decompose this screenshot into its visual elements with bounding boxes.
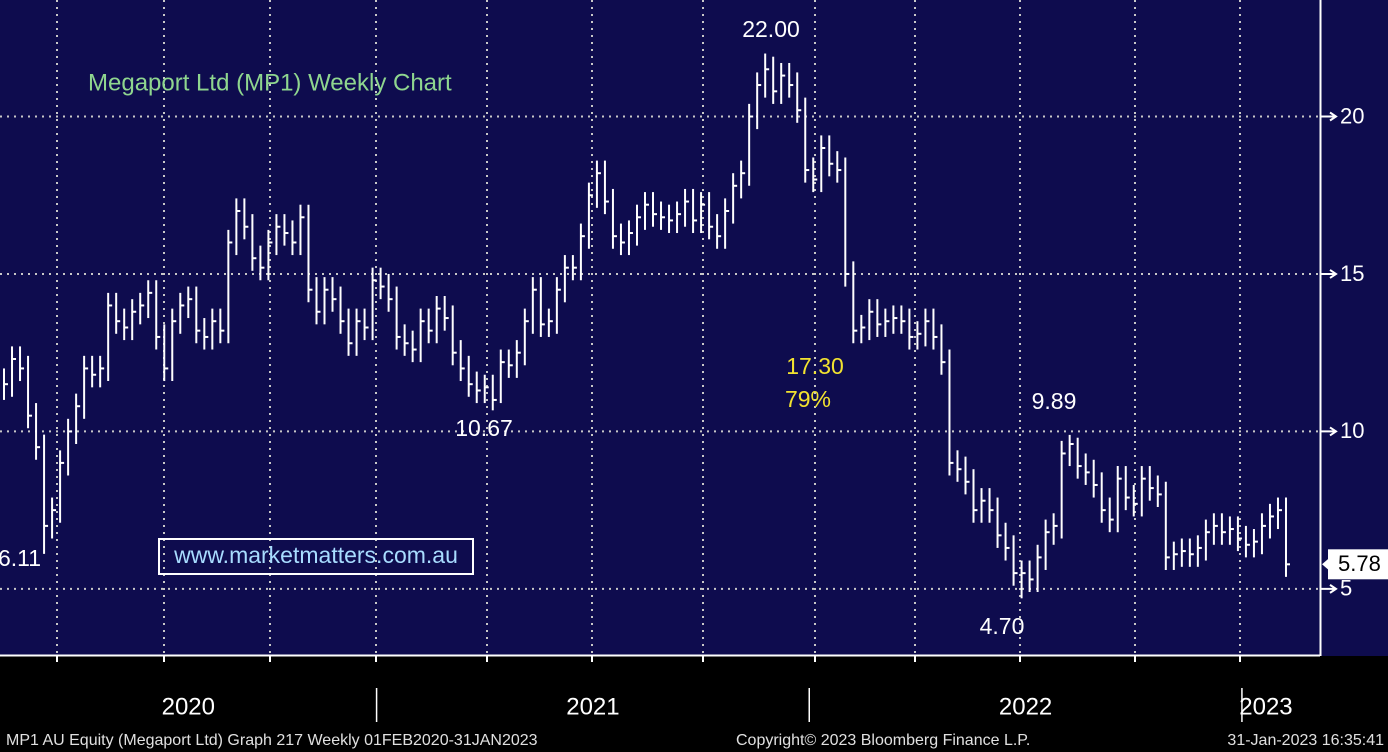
- last-price-box: [1328, 549, 1388, 580]
- last-price-pointer: [1322, 558, 1329, 571]
- annotation: 6.11: [0, 545, 41, 571]
- y-tick: [1320, 269, 1338, 279]
- watermark: www.marketmatters.com.au: [173, 542, 458, 568]
- annotation: 10.67: [455, 415, 513, 441]
- x-group-label: 2023: [1239, 693, 1292, 720]
- last-price-label: 5.78: [1338, 551, 1381, 576]
- y-tick-label: 10: [1340, 418, 1364, 443]
- annotation: 22.00: [742, 16, 800, 42]
- footer-center: Copyright© 2023 Bloomberg Finance L.P.: [736, 732, 1030, 749]
- annotation: 17.30: [786, 353, 844, 379]
- y-tick: [1320, 111, 1338, 122]
- annotation: 79%: [785, 386, 831, 412]
- axis-band: [0, 656, 1388, 752]
- y-tick-label: 20: [1340, 103, 1364, 128]
- footer-left: MP1 AU Equity (Megaport Ltd) Graph 217 W…: [6, 732, 538, 749]
- y-tick-label: 15: [1340, 261, 1364, 286]
- x-group-label: 2021: [566, 693, 619, 720]
- footer-right: 31-Jan-2023 16:35:41: [1227, 732, 1384, 749]
- chart-title: Megaport Ltd (MP1) Weekly Chart: [88, 69, 452, 96]
- plot-background: [0, 0, 1388, 656]
- annotation: 9.89: [1032, 388, 1077, 414]
- y-tick-label: 5: [1340, 576, 1352, 601]
- x-group-label: 2022: [999, 693, 1052, 720]
- y-tick: [1320, 426, 1338, 437]
- watermark-box: [158, 538, 474, 575]
- y-tick: [1320, 584, 1338, 594]
- x-group-label: 2020: [162, 693, 215, 720]
- annotation: 4.70: [980, 613, 1025, 639]
